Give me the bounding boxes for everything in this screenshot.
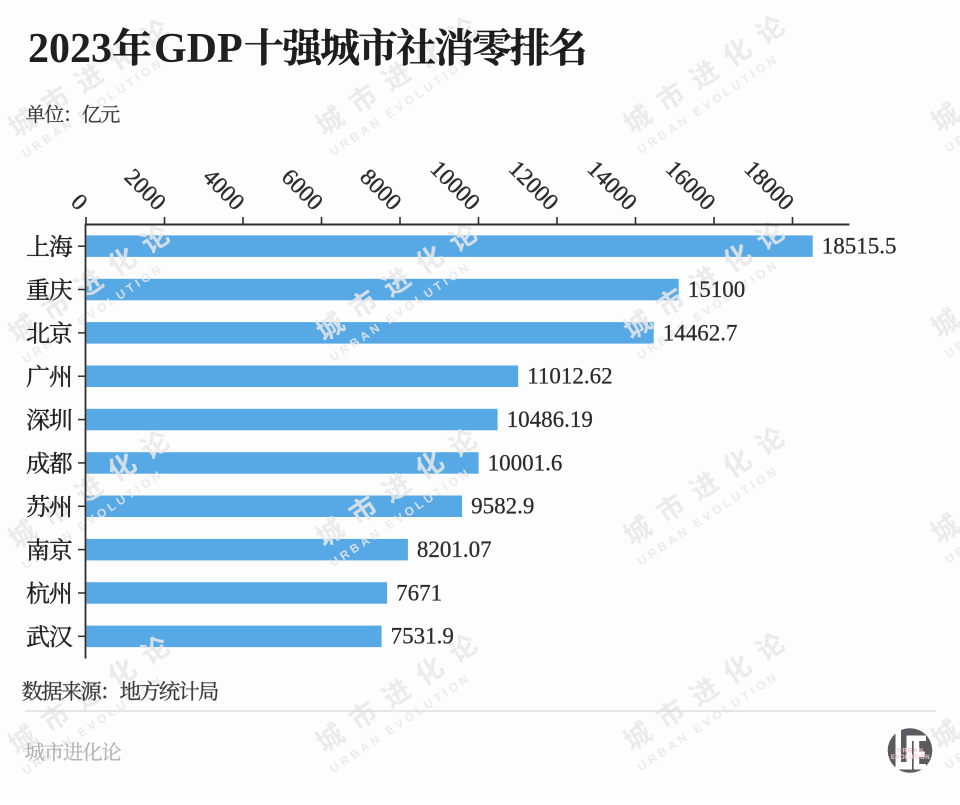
svg-text:7531.9: 7531.9 [391,624,454,649]
svg-text:14462.7: 14462.7 [663,320,738,345]
svg-text:10486.19: 10486.19 [507,407,593,432]
svg-text:GDP: GDP [154,26,243,72]
svg-text:7671: 7671 [396,580,442,605]
svg-text:EVOLUTION: EVOLUTION [891,754,930,761]
svg-text:11012.62: 11012.62 [527,364,612,389]
svg-text:8201.07: 8201.07 [417,537,492,562]
svg-text:2023: 2023 [28,26,112,72]
svg-text:URBAN: URBAN [897,748,924,755]
svg-text:15100: 15100 [688,277,746,302]
svg-text:10001.6: 10001.6 [488,450,563,475]
svg-text:18515.5: 18515.5 [822,234,897,259]
svg-text:9582.9: 9582.9 [471,494,534,519]
